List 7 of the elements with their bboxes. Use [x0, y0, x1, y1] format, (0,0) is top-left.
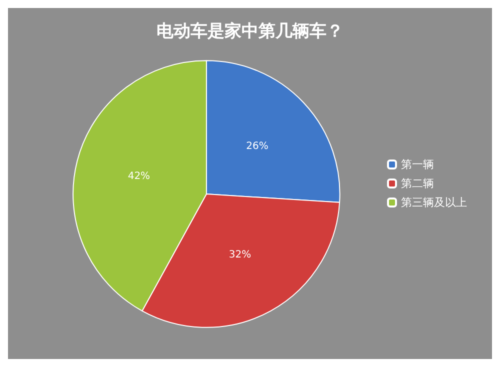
data-label: 26%: [246, 140, 268, 152]
legend-label: 第一辆: [401, 158, 434, 171]
chart-title: 电动车是家中第几辆车？: [156, 22, 344, 42]
data-label: 32%: [228, 250, 252, 261]
legend-label: 第二辆: [401, 177, 434, 190]
legend-label: 第三辆及以上: [401, 196, 467, 209]
data-label: 42%: [128, 171, 150, 182]
